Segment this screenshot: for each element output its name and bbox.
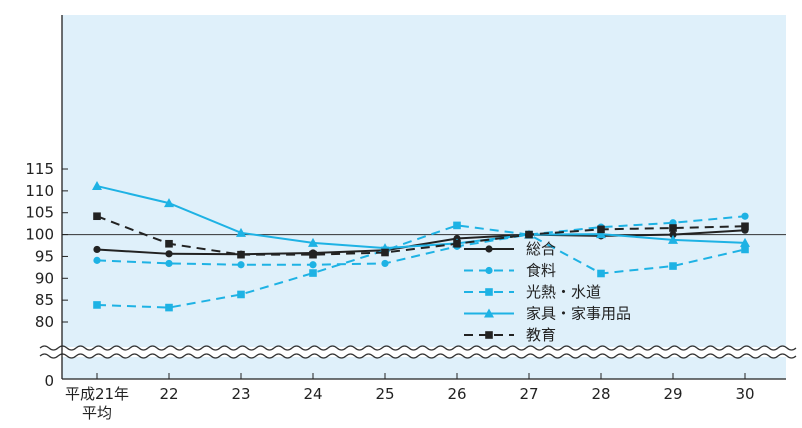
series-2 bbox=[93, 221, 749, 312]
x-tick-label-line: 26 bbox=[447, 385, 466, 403]
legend-swatch-marker bbox=[485, 266, 493, 275]
y-tick-label: 115 bbox=[25, 160, 54, 178]
x-tick-label: 27 bbox=[519, 385, 538, 403]
data-point bbox=[381, 248, 389, 257]
x-tick-label: 25 bbox=[375, 385, 394, 403]
legend-swatch-marker bbox=[485, 245, 493, 253]
data-point bbox=[237, 290, 245, 299]
data-point bbox=[596, 229, 606, 239]
data-point bbox=[165, 303, 173, 312]
axis-break-wave-bottom bbox=[39, 353, 797, 359]
x-tick-label-line: 22 bbox=[159, 385, 178, 403]
x-tick-label-line: 25 bbox=[375, 385, 394, 403]
data-point bbox=[165, 250, 173, 258]
data-point bbox=[92, 181, 102, 191]
data-point bbox=[741, 212, 749, 220]
x-tick-label: 26 bbox=[447, 385, 466, 403]
legend-swatch-marker bbox=[484, 308, 494, 318]
data-point bbox=[309, 269, 317, 277]
data-point bbox=[453, 239, 461, 248]
x-tick-label: 30 bbox=[735, 385, 754, 403]
data-point bbox=[93, 256, 101, 264]
data-point bbox=[525, 230, 533, 239]
data-point bbox=[669, 262, 677, 270]
data-point bbox=[741, 245, 749, 254]
legend-label: 家具・家事用品 bbox=[526, 305, 631, 323]
axis-break-wave-top bbox=[39, 345, 797, 351]
y-tick-label: 95 bbox=[35, 247, 54, 265]
data-point bbox=[93, 245, 101, 254]
data-point bbox=[597, 269, 605, 278]
x-tick-label: 23 bbox=[231, 385, 250, 403]
legend-item: 総合 bbox=[464, 240, 556, 258]
series-line bbox=[96, 229, 746, 256]
data-point bbox=[741, 222, 749, 231]
y-tick-label: 105 bbox=[25, 204, 54, 222]
data-point bbox=[237, 261, 245, 269]
y-tick-label: 100 bbox=[25, 226, 54, 244]
x-tick-label: 平成21年平均 bbox=[65, 385, 129, 422]
series-line bbox=[96, 215, 746, 266]
y-tick-label: 85 bbox=[35, 291, 54, 309]
x-tick-label: 28 bbox=[591, 385, 610, 403]
data-point bbox=[669, 224, 677, 232]
legend-item: 食料 bbox=[464, 262, 556, 280]
data-point bbox=[93, 301, 101, 309]
data-point bbox=[164, 198, 174, 208]
x-tick-label-line: 24 bbox=[303, 385, 322, 403]
data-point bbox=[236, 227, 246, 237]
y-tick-label: 110 bbox=[25, 182, 54, 200]
data-point bbox=[597, 225, 605, 234]
legend-label: 光熱・水道 bbox=[526, 283, 601, 301]
data-point bbox=[308, 237, 318, 247]
data-point bbox=[93, 212, 101, 221]
data-point bbox=[165, 259, 173, 268]
data-point bbox=[309, 261, 317, 269]
series-4 bbox=[93, 212, 749, 259]
legend-label: 教育 bbox=[526, 326, 556, 344]
series-line bbox=[96, 224, 746, 309]
series-line bbox=[96, 215, 746, 256]
data-point bbox=[740, 237, 750, 247]
legend-item: 家具・家事用品 bbox=[464, 305, 631, 323]
legend-item: 教育 bbox=[464, 326, 556, 344]
plot-area bbox=[62, 15, 786, 379]
data-point bbox=[309, 250, 317, 259]
legend-label: 食料 bbox=[526, 262, 556, 280]
y-tick-label: 80 bbox=[35, 313, 54, 331]
x-tick-label-line: 29 bbox=[663, 385, 682, 403]
data-point bbox=[165, 239, 173, 248]
x-tick-label-line: 28 bbox=[591, 385, 610, 403]
data-point bbox=[453, 221, 461, 230]
y-tick-label: 90 bbox=[35, 269, 54, 287]
data-point bbox=[237, 250, 245, 259]
x-tick-label-line: 平均 bbox=[82, 404, 112, 422]
legend-swatch-marker bbox=[485, 288, 493, 296]
y-tick-label-zero: 0 bbox=[44, 372, 54, 390]
x-tick-label: 24 bbox=[303, 385, 322, 403]
x-tick-label-line: 平成21年 bbox=[65, 385, 129, 403]
data-point bbox=[381, 259, 389, 268]
series-line bbox=[96, 185, 746, 250]
data-point bbox=[669, 230, 677, 239]
x-tick-label: 22 bbox=[159, 385, 178, 403]
data-point bbox=[668, 234, 678, 244]
legend-item: 光熱・水道 bbox=[464, 283, 601, 301]
x-tick-label-line: 27 bbox=[519, 385, 538, 403]
x-tick-label: 29 bbox=[663, 385, 682, 403]
x-tick-label-line: 23 bbox=[231, 385, 250, 403]
legend-label: 総合 bbox=[526, 240, 556, 258]
x-tick-label-line: 30 bbox=[735, 385, 754, 403]
axis-break-band bbox=[40, 347, 792, 357]
legend-swatch-marker bbox=[485, 331, 493, 339]
